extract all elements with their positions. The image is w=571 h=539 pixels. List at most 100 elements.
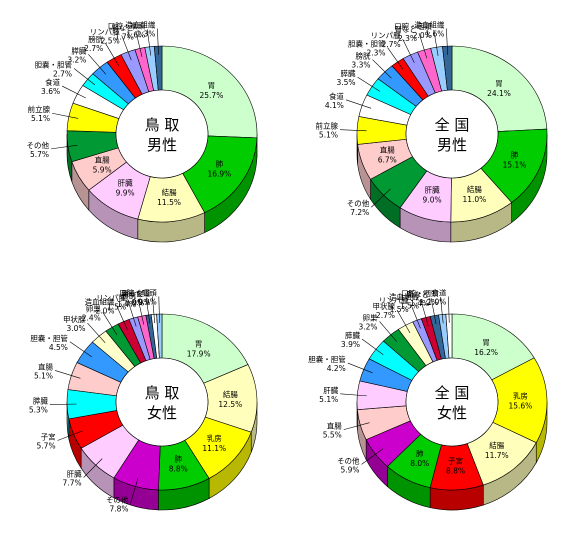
slice-name-label: 乳房 (513, 391, 528, 401)
slice-name-label: 肝臓 (67, 468, 82, 478)
chart-subtitle: 男性 (147, 136, 177, 154)
slice-name-label: その他 (27, 140, 50, 150)
donut-hole (115, 89, 209, 179)
slice-value-label: 5.9% (93, 166, 112, 175)
slice-name-label: 直腸 (38, 361, 53, 371)
slice-value-label: 11.0% (462, 195, 486, 204)
slice-name-label: 胆嚢・胆管 (35, 59, 73, 69)
slice-value-label: 1.4% (117, 300, 136, 309)
slice-name-label: 膀胱 (355, 51, 370, 61)
slice-name-label: 造血組織 (389, 292, 419, 302)
slice-name-label: 胆嚢・胆管 (348, 39, 386, 49)
chart-title: 全 国 (435, 116, 470, 134)
slice-name-label: 胆嚢・胆管 (30, 333, 68, 343)
slice-value-label: 9.0% (423, 196, 442, 205)
slice-value-label: 17.9% (187, 350, 211, 359)
slice-name-label: 前立腺 (315, 121, 338, 131)
slice-name-label: 結腸 (467, 184, 482, 194)
slice-name-label: 膀胱 (88, 34, 103, 44)
slice-name-label: 子宮 (41, 431, 56, 441)
slice-value-label: 11.7% (485, 451, 509, 460)
leader-line (340, 393, 367, 397)
slice-value-label: 25.7% (200, 91, 224, 100)
leader-line (361, 448, 384, 465)
slice-name-label: 口腔・咽頭 (108, 20, 146, 30)
chart-subtitle: 男性 (437, 136, 467, 154)
slice-value-label: 15.1% (503, 161, 527, 170)
slice-value-label: 8.0% (410, 459, 429, 468)
leader-line (157, 28, 159, 55)
slice-value-label: 2.0% (96, 306, 115, 315)
leader-line (88, 54, 107, 75)
slice-value-label: 5.3% (29, 406, 48, 415)
slice-name-label: 腎など (395, 25, 418, 34)
slice-value-label: 16.2% (474, 348, 498, 357)
slice-name-label: リンパ腫 (371, 31, 401, 40)
slice-name-label: 結腸 (489, 440, 504, 450)
slice-name-label: 肺 (511, 151, 519, 160)
slice-value-label: 7.8% (109, 504, 128, 513)
slice-name-label: 子宮 (448, 455, 463, 465)
slice-value-label: 1.5% (107, 302, 126, 311)
donut-tottori-male: 鳥 取男性胃25.7%肺16.9%結腸11.5%肝臓9.9%直腸5.9%その他5… (27, 19, 258, 243)
slice-value-label: 11.5% (157, 198, 181, 207)
slice-value-label: 2.3% (398, 34, 417, 43)
leader-line (430, 298, 437, 325)
leader-line (158, 296, 160, 323)
leader-line (402, 39, 415, 64)
slice-value-label: 0.9% (138, 297, 157, 306)
slice-value-label: 1.5% (400, 302, 419, 311)
leader-line (83, 458, 103, 478)
leader-line (372, 59, 392, 79)
leader-line (387, 47, 404, 70)
slice-name-label: 直腸 (95, 155, 110, 165)
donut-side-walls (66, 401, 258, 511)
slice-name-label: 造血組織 (414, 20, 444, 30)
slice-name-label: 食道 (135, 288, 150, 298)
chart-title: 全 国 (435, 384, 470, 402)
slice-name-label: リンパ腫 (379, 296, 409, 305)
slice-name-label: 前立腺 (28, 104, 51, 114)
slice-value-label: 5.1% (319, 131, 338, 140)
slice-value-label: 3.3% (351, 61, 370, 70)
leader-line (146, 29, 152, 56)
leader-line (396, 309, 411, 334)
leader-line (433, 29, 439, 56)
slice-value-label: 4.1% (325, 101, 344, 110)
chart-title: 鳥 取 (145, 116, 180, 134)
slice-name-label: 肺 (216, 159, 224, 168)
slice-name-label: 直腸 (380, 145, 395, 155)
leader-line (379, 321, 397, 342)
slice-value-label: 2.7% (376, 311, 395, 320)
leader-line (73, 68, 96, 86)
donut-hole (405, 357, 499, 447)
slice-name-label: 卵巣 (363, 312, 378, 322)
chart-title: 鳥 取 (145, 384, 180, 402)
slice-value-label: 2.4% (82, 313, 101, 322)
leader-line (145, 297, 151, 324)
slice-value-label: 2.5% (101, 36, 120, 45)
slice-value-label: 0.9% (125, 298, 144, 307)
leader-line (61, 85, 86, 99)
leader-line (361, 338, 384, 356)
slice-name-label: 胃 (195, 340, 203, 349)
slice-value-label: 5.1% (34, 371, 53, 380)
slice-value-label: 5.7% (30, 150, 49, 159)
leader-line (52, 112, 79, 119)
slice-name-label: その他 (106, 494, 129, 504)
leader-line (339, 129, 367, 132)
slice-value-label: 1.4% (410, 299, 429, 308)
slice-value-label: 24.1% (487, 89, 511, 98)
chart-subtitle: 女性 (147, 404, 177, 422)
leader-line (69, 341, 92, 358)
slice-value-label: 4.2% (327, 364, 346, 373)
slice-name-label: 胆嚢・胆管 (308, 354, 346, 364)
slice-name-label: 口腔・咽頭 (119, 287, 157, 297)
slice-value-label: 3.0% (66, 324, 85, 333)
slice-name-label: 腎など (111, 23, 134, 32)
slice-value-label: 1.7% (115, 32, 134, 41)
leader-line (357, 76, 381, 92)
slice-value-label: 8.8% (169, 465, 188, 474)
